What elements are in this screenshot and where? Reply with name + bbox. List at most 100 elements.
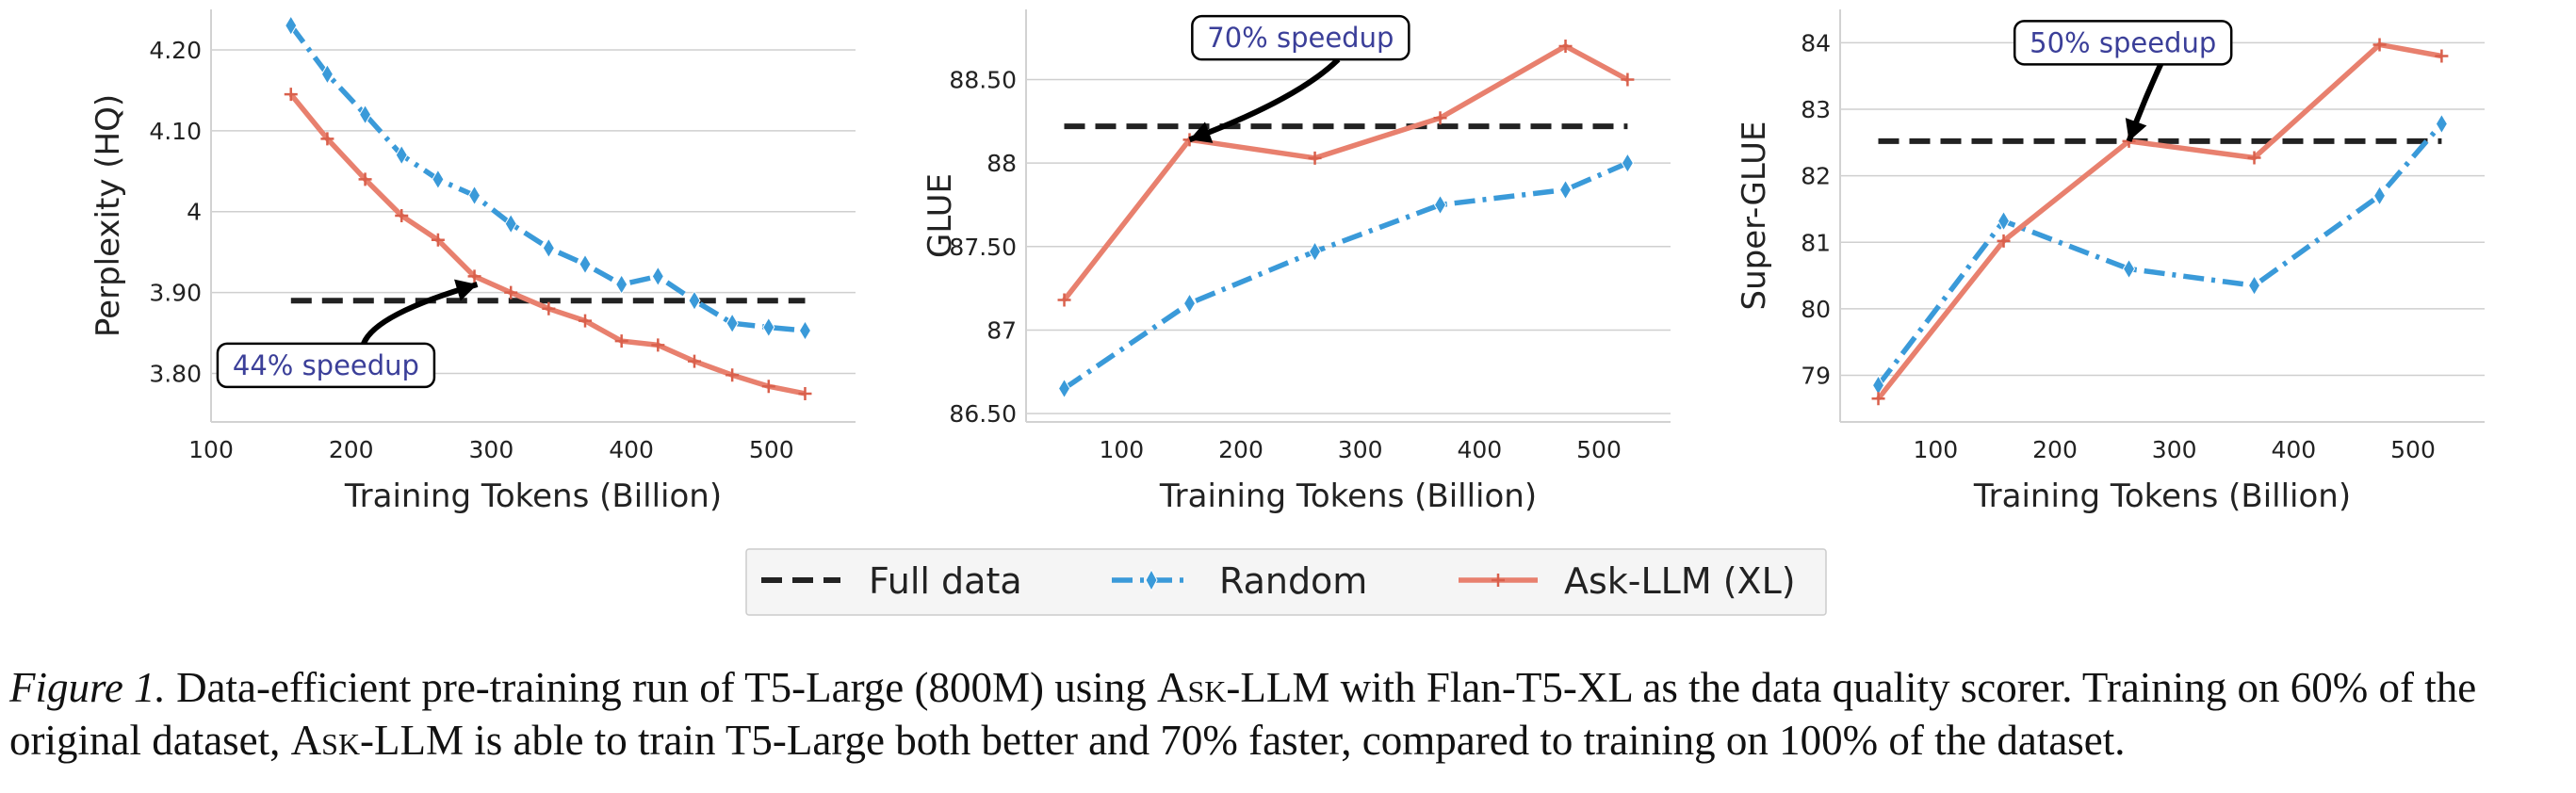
perplexity-point-random	[320, 63, 334, 85]
panel-super-glue: 79 80 81 82 83 84 100 200 300 400 500 Training Toke…	[1736, 9, 2485, 515]
glue-xtick-label: 400	[1457, 436, 1502, 463]
super-glue-ytick-label: 82	[1801, 163, 1831, 190]
legend-marker-ask-llm	[1492, 574, 1505, 587]
glue-x-axis-label: Training Tokens (Billion)	[1159, 477, 1537, 515]
super-glue-annotation-box	[2013, 20, 2233, 66]
super-glue-ytick-label: 83	[1801, 96, 1831, 123]
perplexity-ytick-label: 4.20	[149, 37, 202, 64]
perplexity-point-random	[762, 316, 775, 338]
glue-ytick-label: 87	[986, 316, 1017, 344]
perplexity-annotation-arrowhead	[454, 279, 478, 301]
glue-xtick-label: 500	[1576, 436, 1622, 463]
perplexity-point-ask-llm	[431, 233, 445, 247]
glue-annotation-box	[1191, 14, 1410, 61]
glue-ytick-label: 88	[986, 150, 1017, 177]
glue-point-random	[1182, 293, 1197, 315]
figure-canvas: 3.80 3.90 4 4.10 4.20 100 200 300 400 500 Training…	[90, 9, 2485, 616]
figure-caption: Figure 1. Data-efficient pre-training ru…	[9, 661, 2572, 767]
legend: Full data Random Ask-LLM (XL)	[745, 548, 1827, 616]
glue-point-random	[1621, 153, 1634, 174]
perplexity-point-ask-llm	[726, 368, 740, 382]
glue-annotation-arrow	[1188, 57, 1341, 143]
perplexity-point-random	[358, 104, 372, 125]
super-glue-series-ask-llm	[1876, 41, 2442, 401]
perplexity-ytick-label: 4	[187, 199, 202, 226]
legend-entry-random: Random	[1112, 560, 1367, 602]
super-glue-xtick-label: 500	[2390, 436, 2436, 463]
super-glue-annotation-arrowhead	[2125, 118, 2147, 141]
super-glue-point-ask-llm	[1997, 234, 2011, 248]
perplexity-xtick-label: 400	[609, 436, 654, 463]
perplexity-point-random	[432, 169, 445, 190]
glue-annotation-arrowhead	[1189, 121, 1214, 143]
glue-ytick-label: 86.50	[949, 400, 1017, 428]
super-glue-xtick-label: 200	[2032, 436, 2078, 463]
super-glue-annotation-text: 50% speedup	[2030, 26, 2216, 58]
glue-point-random	[1057, 378, 1071, 399]
perplexity-point-ask-llm	[320, 132, 334, 146]
perplexity-point-random	[726, 313, 739, 334]
glue-series-random	[1062, 160, 1629, 391]
caption-method-2: Ask-LLM	[290, 717, 465, 764]
perplexity-point-random	[395, 144, 408, 166]
legend-entry-full-data: Full data	[761, 560, 1022, 602]
perplexity-point-ask-llm	[504, 285, 518, 299]
perplexity-point-ask-llm	[395, 209, 409, 222]
perplexity-annotation-box	[216, 342, 436, 389]
glue-point-random	[1308, 241, 1322, 263]
super-glue-ytick-label: 80	[1801, 296, 1831, 323]
super-glue-point-ask-llm	[2372, 38, 2387, 52]
caption-method-1: Ask-LLM	[1156, 664, 1330, 711]
super-glue-point-ask-llm	[2247, 151, 2261, 165]
glue-ytick-label: 87.50	[949, 234, 1017, 261]
perplexity-point-ask-llm	[579, 314, 593, 328]
perplexity-y-axis-label: Perplexity (HQ)	[90, 94, 127, 337]
perplexity-xtick-label: 500	[749, 436, 794, 463]
super-glue-y-axis-label: Super-GLUE	[1736, 121, 1773, 311]
caption-text-1: Data-efficient pre-training run of T5-La…	[165, 664, 1157, 711]
legend-entry-ask-llm: Ask-LLM (XL)	[1459, 560, 1796, 602]
perplexity-annotation-arrow	[361, 282, 479, 346]
glue-point-ask-llm	[1057, 293, 1071, 307]
caption-text-3: is able to train T5-Large both better an…	[464, 717, 2126, 764]
perplexity-point-ask-llm	[761, 380, 775, 394]
super-glue-x-axis-label: Training Tokens (Billion)	[1973, 477, 2351, 515]
super-glue-point-random	[2372, 185, 2387, 206]
perplexity-ytick-label: 3.80	[149, 360, 202, 387]
perplexity-point-ask-llm	[284, 88, 298, 102]
glue-xtick-label: 100	[1099, 436, 1144, 463]
glue-point-random	[1558, 179, 1573, 201]
super-glue-point-ask-llm	[1871, 392, 1885, 406]
perplexity-point-random	[542, 237, 555, 259]
glue-series-ask-llm	[1062, 43, 1629, 302]
legend-marker-random	[1145, 568, 1158, 592]
caption-label: Figure 1.	[9, 664, 166, 711]
super-glue-point-random	[2122, 258, 2136, 280]
legend-label-random: Random	[1219, 560, 1367, 602]
perplexity-point-random	[467, 185, 481, 206]
perplexity-point-ask-llm	[542, 301, 556, 316]
perplexity-point-random	[688, 290, 701, 312]
glue-xtick-label: 300	[1338, 436, 1383, 463]
super-glue-point-random	[1997, 210, 2011, 232]
perplexity-point-random	[504, 213, 517, 235]
perplexity-xtick-label: 200	[329, 436, 374, 463]
super-glue-series-random	[1876, 121, 2444, 387]
super-glue-point-ask-llm	[2435, 49, 2449, 63]
super-glue-ytick-label: 81	[1801, 229, 1831, 256]
glue-point-ask-llm	[1308, 151, 1322, 165]
perplexity-xtick-label: 300	[469, 436, 514, 463]
perplexity-annotation-text: 44% speedup	[233, 349, 419, 381]
panel-glue: 86.50 87 87.50 88 88.50 100 200 300 400 500 Traini…	[921, 9, 1671, 515]
perplexity-point-ask-llm	[651, 338, 665, 352]
perplexity-ytick-label: 3.90	[149, 280, 202, 307]
super-glue-ytick-label: 79	[1801, 363, 1831, 390]
panel-perplexity: 3.80 3.90 4 4.10 4.20 100 200 300 400 500 Training…	[90, 9, 856, 515]
perplexity-series-random	[288, 24, 806, 333]
perplexity-point-ask-llm	[614, 334, 628, 348]
super-glue-ytick-label: 84	[1801, 29, 1831, 57]
perplexity-x-axis-label: Training Tokens (Billion)	[344, 477, 722, 515]
super-glue-point-random	[2247, 275, 2261, 297]
perplexity-point-random	[579, 253, 592, 275]
perplexity-point-ask-llm	[688, 354, 701, 368]
